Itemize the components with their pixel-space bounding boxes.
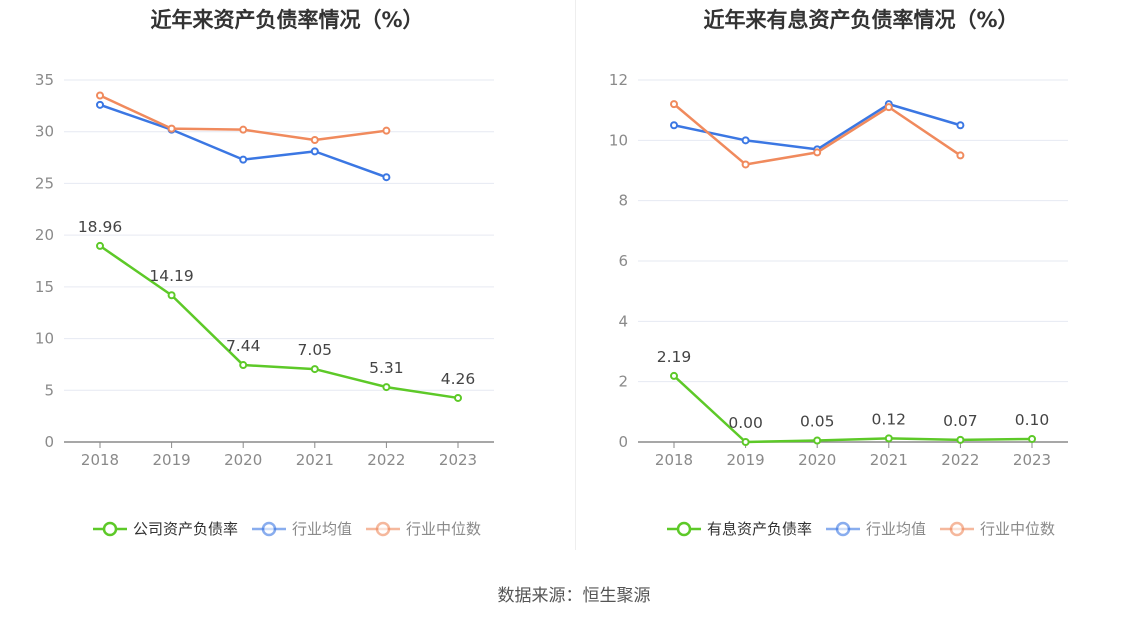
data-point[interactable] — [239, 125, 248, 134]
y-tick-label: 25 — [35, 174, 54, 192]
x-tick-label: 2023 — [439, 451, 477, 469]
data-point[interactable] — [956, 151, 965, 160]
legend-item[interactable]: 有息资产负债率 — [666, 518, 812, 539]
data-point[interactable] — [310, 135, 319, 144]
legend-item[interactable]: 行业均值 — [251, 518, 352, 539]
y-tick-label: 20 — [35, 226, 54, 244]
legend-line-marker-icon — [92, 521, 127, 536]
x-tick-label: 2023 — [1013, 451, 1051, 469]
y-tick-label: 10 — [609, 131, 628, 149]
data-point[interactable] — [310, 147, 319, 156]
data-point[interactable] — [310, 365, 319, 374]
legend-line-marker-icon — [251, 521, 286, 536]
legend-item[interactable]: 行业中位数 — [940, 518, 1055, 539]
data-point[interactable] — [884, 434, 893, 443]
legend-label: 行业均值 — [291, 520, 352, 538]
y-tick-label: 15 — [35, 278, 54, 296]
y-tick-label: 30 — [35, 123, 54, 141]
legend-item[interactable]: 行业中位数 — [366, 518, 481, 539]
data-point[interactable] — [1028, 434, 1036, 443]
x-tick-label: 2022 — [367, 451, 405, 469]
data-point[interactable] — [884, 103, 893, 112]
data-source-note: 数据来源：恒生聚源 — [497, 586, 651, 606]
x-tick-label: 2019 — [727, 451, 765, 469]
data-point[interactable] — [96, 241, 104, 250]
x-tick-label: 2019 — [153, 451, 191, 469]
legend-label: 有息资产负债率 — [706, 520, 812, 538]
y-tick-label: 4 — [618, 312, 628, 330]
y-tick-label: 0 — [618, 433, 628, 451]
data-label: 2.19 — [657, 348, 692, 366]
x-tick-label: 2020 — [224, 451, 262, 469]
data-label: 0.12 — [872, 410, 907, 428]
y-tick-label: 2 — [618, 373, 628, 391]
data-point[interactable] — [239, 155, 248, 164]
data-label: 0.05 — [800, 412, 835, 430]
data-point[interactable] — [670, 100, 678, 109]
data-label: 7.05 — [298, 341, 333, 359]
data-point[interactable] — [741, 438, 750, 446]
y-tick-label: 8 — [618, 192, 628, 210]
data-label: 14.19 — [149, 267, 193, 285]
legend-label: 行业中位数 — [980, 520, 1056, 538]
data-point[interactable] — [96, 100, 104, 109]
legend-line-marker-icon — [366, 521, 400, 536]
chart-title: 近年来资产负债率情况（%） — [150, 8, 424, 32]
panel-divider — [575, 0, 576, 550]
y-tick-label: 12 — [609, 71, 628, 89]
data-point[interactable] — [96, 91, 104, 100]
chart-legend: 公司资产负债率 行业均值 行业中位数 — [0, 518, 574, 539]
legend-line-marker-icon — [940, 521, 974, 536]
data-label: 7.44 — [226, 337, 261, 355]
y-tick-label: 0 — [44, 433, 54, 451]
right-chart-panel: 近年来有息资产负债率情况（%） 0 2 4 6 8 10 12 2018 2019 2020 202… — [574, 0, 1148, 560]
data-point[interactable] — [382, 383, 391, 392]
y-tick-label: 35 — [35, 71, 54, 89]
data-point[interactable] — [239, 361, 248, 370]
data-label: 0.00 — [728, 414, 763, 432]
x-tick-label: 2021 — [870, 451, 908, 469]
data-point[interactable] — [670, 121, 678, 130]
data-point[interactable] — [813, 436, 822, 445]
legend-line-marker-icon — [825, 521, 860, 536]
y-tick-label: 5 — [44, 381, 54, 399]
data-point[interactable] — [382, 173, 391, 182]
legend-label: 行业中位数 — [406, 520, 482, 538]
data-label: 0.07 — [943, 412, 978, 430]
data-label: 5.31 — [369, 359, 404, 377]
data-point[interactable] — [454, 393, 462, 402]
legend-label: 行业均值 — [865, 520, 926, 538]
x-tick-label: 2022 — [941, 451, 979, 469]
data-label: 4.26 — [441, 370, 476, 388]
x-tick-label: 2021 — [296, 451, 334, 469]
data-label: 18.96 — [78, 218, 122, 236]
chart-title: 近年来有息资产负债率情况（%） — [703, 8, 1019, 32]
left-chart-panel: 近年来资产负债率情况（%） 0 5 10 15 20 25 30 35 2018 2019 2020… — [0, 0, 574, 560]
chart-plot-area: 0 2 4 6 8 10 12 2018 2019 2020 2021 2022 2023 2.19 0.0… — [609, 71, 1068, 469]
data-point[interactable] — [670, 371, 678, 380]
data-point[interactable] — [382, 126, 391, 135]
data-point[interactable] — [813, 148, 822, 157]
legend-item[interactable]: 公司资产负债率 — [92, 518, 238, 539]
x-tick-label: 2018 — [81, 451, 119, 469]
x-tick-label: 2020 — [798, 451, 836, 469]
data-point[interactable] — [167, 291, 176, 300]
data-label: 0.10 — [1015, 411, 1050, 429]
series-line — [673, 375, 1033, 444]
chart-legend: 有息资产负债率 行业均值 行业中位数 — [574, 518, 1148, 539]
y-tick-label: 6 — [618, 252, 628, 270]
legend-label: 公司资产负债率 — [132, 520, 238, 538]
data-point[interactable] — [741, 160, 750, 169]
data-point[interactable] — [956, 435, 965, 444]
legend-item[interactable]: 行业均值 — [825, 518, 926, 539]
legend-line-marker-icon — [666, 521, 701, 536]
data-point[interactable] — [167, 124, 176, 133]
series-line — [99, 244, 459, 400]
y-tick-label: 10 — [35, 330, 54, 348]
x-tick-label: 2018 — [655, 451, 693, 469]
data-point[interactable] — [741, 136, 750, 145]
data-point[interactable] — [956, 121, 965, 130]
chart-plot-area: 0 5 10 15 20 25 30 35 2018 2019 2020 2021 2022 2023 18… — [35, 71, 494, 469]
